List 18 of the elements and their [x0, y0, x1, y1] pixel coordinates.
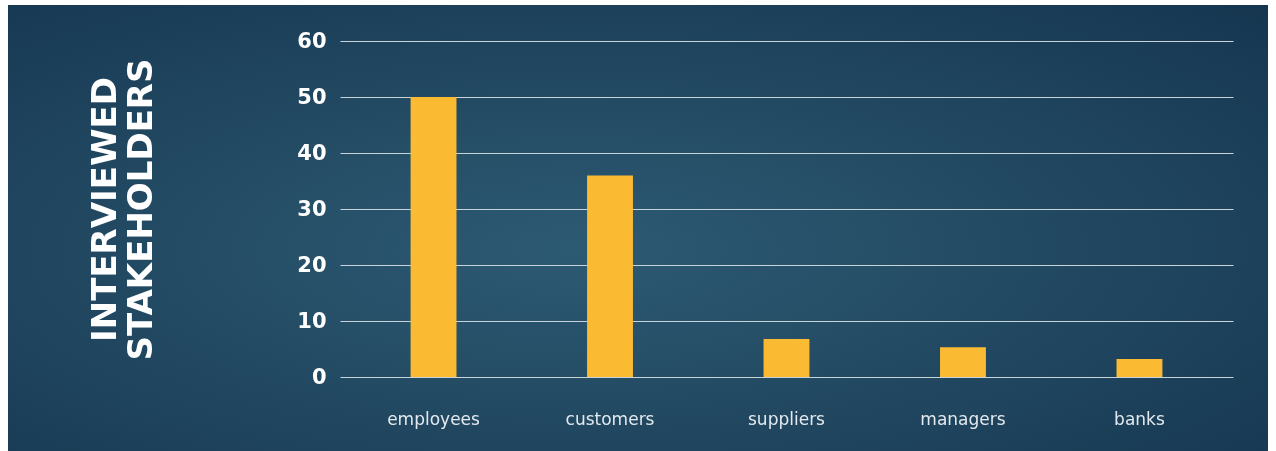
y-tick-label: 50	[297, 84, 327, 109]
bar	[940, 347, 986, 377]
y-tick-label: 30	[297, 196, 327, 221]
y-tick-label: 60	[297, 28, 327, 53]
bar	[587, 175, 633, 377]
y-axis-title: INTERVIEWED STAKEHOLDERS	[83, 58, 160, 361]
bar	[1116, 359, 1163, 377]
x-tick-label: managers	[920, 408, 1006, 429]
y-tick-label: 40	[297, 140, 327, 165]
x-tick-label: employees	[387, 408, 481, 429]
y-tick-label: 0	[311, 364, 327, 389]
x-tick-label: customers	[565, 408, 655, 429]
bar	[763, 338, 810, 377]
bar	[410, 97, 457, 377]
x-tick-label: suppliers	[748, 408, 826, 429]
y-tick-label: 10	[297, 308, 327, 333]
y-tick-label: 20	[297, 252, 327, 277]
x-tick-label: banks	[1114, 408, 1165, 429]
